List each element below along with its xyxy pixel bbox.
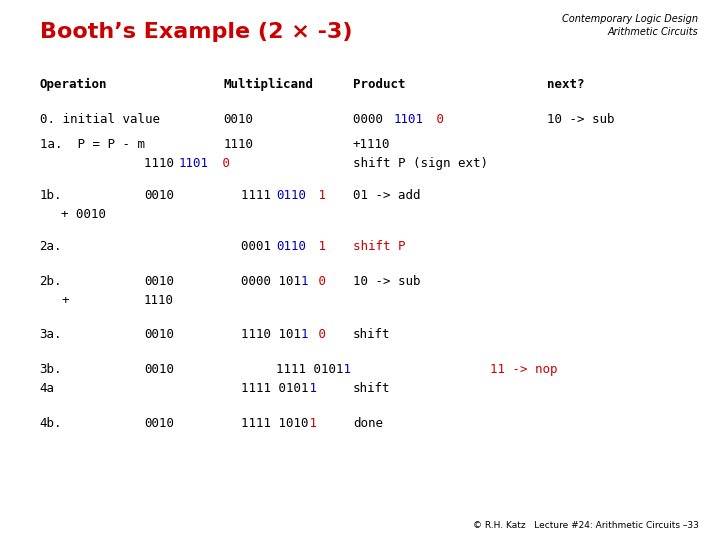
Text: Multiplicand: Multiplicand [223, 78, 313, 91]
Text: 0000 101: 0000 101 [241, 275, 301, 288]
Text: 1111: 1111 [241, 189, 279, 202]
Text: 2a.: 2a. [40, 240, 62, 253]
Text: Operation: Operation [40, 78, 107, 91]
Text: Contemporary Logic Design: Contemporary Logic Design [562, 14, 698, 24]
Text: 1110 101: 1110 101 [241, 328, 301, 341]
Text: 1111 1010: 1111 1010 [241, 417, 309, 430]
Text: 0010: 0010 [223, 113, 253, 126]
Text: 1101: 1101 [179, 157, 209, 170]
Text: shift P (sign ext): shift P (sign ext) [353, 157, 488, 170]
Text: 4b.: 4b. [40, 417, 62, 430]
Text: Arithmetic Circuits: Arithmetic Circuits [608, 27, 698, 37]
Text: 10 -> sub: 10 -> sub [353, 275, 420, 288]
Text: 1b.: 1b. [40, 189, 62, 202]
Text: 0110: 0110 [276, 240, 306, 253]
Text: + 0010: + 0010 [61, 208, 107, 221]
Text: shift: shift [353, 382, 390, 395]
Text: 1: 1 [311, 240, 326, 253]
Text: © R.H. Katz   Lecture #24: Arithmetic Circuits –33: © R.H. Katz Lecture #24: Arithmetic Circ… [472, 521, 698, 530]
Text: 3b.: 3b. [40, 363, 62, 376]
Text: +: + [61, 294, 68, 307]
Text: 0: 0 [429, 113, 444, 126]
Text: 1111 0101: 1111 0101 [276, 363, 343, 376]
Text: 1110: 1110 [144, 157, 181, 170]
Text: 0: 0 [311, 328, 326, 341]
Text: 11 -> nop: 11 -> nop [490, 363, 557, 376]
Text: shift P: shift P [353, 240, 405, 253]
Text: 0010: 0010 [144, 417, 174, 430]
Text: 1: 1 [336, 363, 351, 376]
Text: Booth’s Example (2 × -3): Booth’s Example (2 × -3) [40, 22, 352, 42]
Text: 0110: 0110 [276, 189, 306, 202]
Text: 1a.  P = P - m: 1a. P = P - m [40, 138, 145, 151]
Text: 10 -> sub: 10 -> sub [547, 113, 615, 126]
Text: 0010: 0010 [144, 328, 174, 341]
Text: 1110: 1110 [144, 294, 174, 307]
Text: 0010: 0010 [144, 363, 174, 376]
Text: 1: 1 [301, 328, 308, 341]
Text: 0. initial value: 0. initial value [40, 113, 160, 126]
Text: 1: 1 [301, 275, 308, 288]
Text: 3a.: 3a. [40, 328, 62, 341]
Text: done: done [353, 417, 383, 430]
Text: 1101: 1101 [393, 113, 423, 126]
Text: 0001: 0001 [241, 240, 279, 253]
Text: 0: 0 [311, 275, 326, 288]
Text: 1: 1 [302, 417, 318, 430]
Text: Product: Product [353, 78, 405, 91]
Text: 0010: 0010 [144, 189, 174, 202]
Text: 1110: 1110 [223, 138, 253, 151]
Text: 2b.: 2b. [40, 275, 62, 288]
Text: +1110: +1110 [353, 138, 390, 151]
Text: next?: next? [547, 78, 585, 91]
Text: shift: shift [353, 328, 390, 341]
Text: 1: 1 [302, 382, 318, 395]
Text: 0010: 0010 [144, 275, 174, 288]
Text: 0000: 0000 [353, 113, 390, 126]
Text: 1: 1 [311, 189, 326, 202]
Text: 0: 0 [215, 157, 230, 170]
Text: 1111 0101: 1111 0101 [241, 382, 309, 395]
Text: 4a: 4a [40, 382, 55, 395]
Text: 01 -> add: 01 -> add [353, 189, 420, 202]
